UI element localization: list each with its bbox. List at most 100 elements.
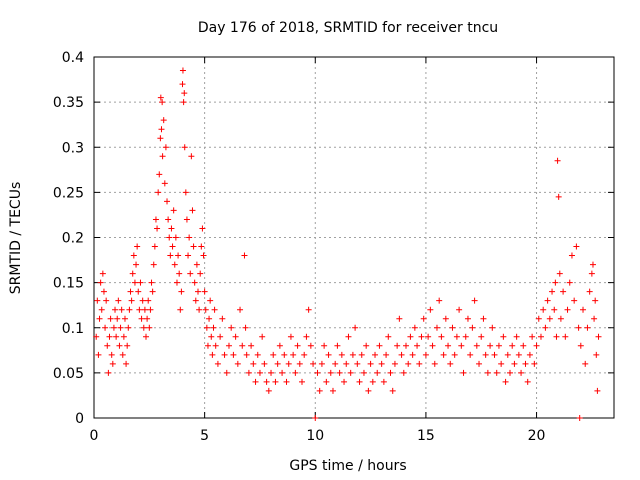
data-point <box>207 297 214 304</box>
data-point <box>200 252 207 259</box>
data-point <box>195 288 201 295</box>
data-point <box>123 360 130 367</box>
data-point <box>518 369 525 376</box>
data-point <box>358 351 365 358</box>
data-point <box>460 369 467 376</box>
data-point <box>130 252 137 259</box>
data-point <box>305 306 312 313</box>
data-point <box>451 351 458 358</box>
data-point <box>115 297 122 304</box>
data-point <box>155 189 162 196</box>
data-point <box>445 342 452 349</box>
data-point <box>140 324 147 331</box>
data-point <box>347 369 354 376</box>
data-point <box>188 153 195 160</box>
data-point <box>185 252 192 259</box>
data-point <box>345 333 352 340</box>
data-point <box>582 360 589 367</box>
data-point <box>263 378 270 385</box>
data-point <box>173 279 180 286</box>
data-point <box>431 360 438 367</box>
data-point <box>149 288 156 295</box>
data-point <box>119 351 126 358</box>
data-point <box>593 351 600 358</box>
x-axis-label: GPS time / hours <box>289 458 406 474</box>
data-point <box>234 360 241 367</box>
data-point <box>148 279 155 286</box>
data-point <box>411 324 418 331</box>
x-tick-label: 10 <box>306 428 324 444</box>
data-point <box>467 351 474 358</box>
data-point <box>489 324 496 331</box>
data-point <box>442 315 449 322</box>
data-point <box>230 351 237 358</box>
data-point <box>433 324 440 331</box>
data-point <box>553 333 560 340</box>
data-point <box>526 351 533 358</box>
data-point <box>152 216 159 223</box>
data-point <box>191 279 198 286</box>
data-point <box>400 369 407 376</box>
data-point <box>577 342 584 349</box>
data-point <box>522 360 529 367</box>
data-point <box>147 306 154 313</box>
data-point <box>112 306 119 313</box>
data-point <box>471 297 478 304</box>
data-point <box>225 342 232 349</box>
data-point <box>129 270 136 277</box>
data-point <box>380 378 387 385</box>
data-point <box>243 351 250 358</box>
data-point <box>323 378 330 385</box>
data-point <box>341 378 348 385</box>
data-point <box>378 360 385 367</box>
data-point <box>136 306 143 313</box>
data-point <box>259 333 266 340</box>
data-point <box>137 279 144 286</box>
y-tick-label: 0.25 <box>53 185 84 201</box>
data-point <box>110 324 117 331</box>
data-point <box>586 288 593 295</box>
data-point <box>169 243 176 250</box>
data-point <box>334 342 341 349</box>
data-point <box>179 81 186 88</box>
data-point <box>427 306 434 313</box>
data-point <box>515 351 522 358</box>
data-point <box>493 369 500 376</box>
data-point <box>135 288 142 295</box>
data-point <box>511 360 518 367</box>
data-point <box>187 270 194 277</box>
data-point <box>592 297 599 304</box>
data-point <box>303 333 310 340</box>
data-point <box>104 342 111 349</box>
data-point <box>352 324 359 331</box>
data-point <box>500 333 507 340</box>
data-point <box>453 333 460 340</box>
data-point <box>556 270 563 277</box>
data-point <box>113 333 120 340</box>
data-point <box>555 193 562 200</box>
data-point <box>143 333 149 340</box>
data-point <box>159 153 166 160</box>
data-point <box>571 297 578 304</box>
data-point <box>201 288 208 295</box>
data-point <box>94 297 101 304</box>
data-point <box>167 252 174 259</box>
data-point <box>202 306 209 313</box>
data-point <box>535 315 542 322</box>
data-point <box>575 324 582 331</box>
data-point <box>566 279 573 286</box>
data-point <box>139 297 146 304</box>
data-point <box>473 342 480 349</box>
y-tick-label: 0.4 <box>62 50 84 66</box>
data-point <box>245 369 252 376</box>
data-point <box>398 351 405 358</box>
data-point <box>175 252 182 259</box>
data-point <box>186 234 193 241</box>
data-point <box>170 207 177 214</box>
data-point <box>349 351 356 358</box>
y-tick-label: 0.15 <box>53 276 84 292</box>
data-point <box>219 315 226 322</box>
data-point <box>265 387 272 394</box>
x-tick-label: 15 <box>417 428 435 444</box>
data-point <box>564 306 571 313</box>
